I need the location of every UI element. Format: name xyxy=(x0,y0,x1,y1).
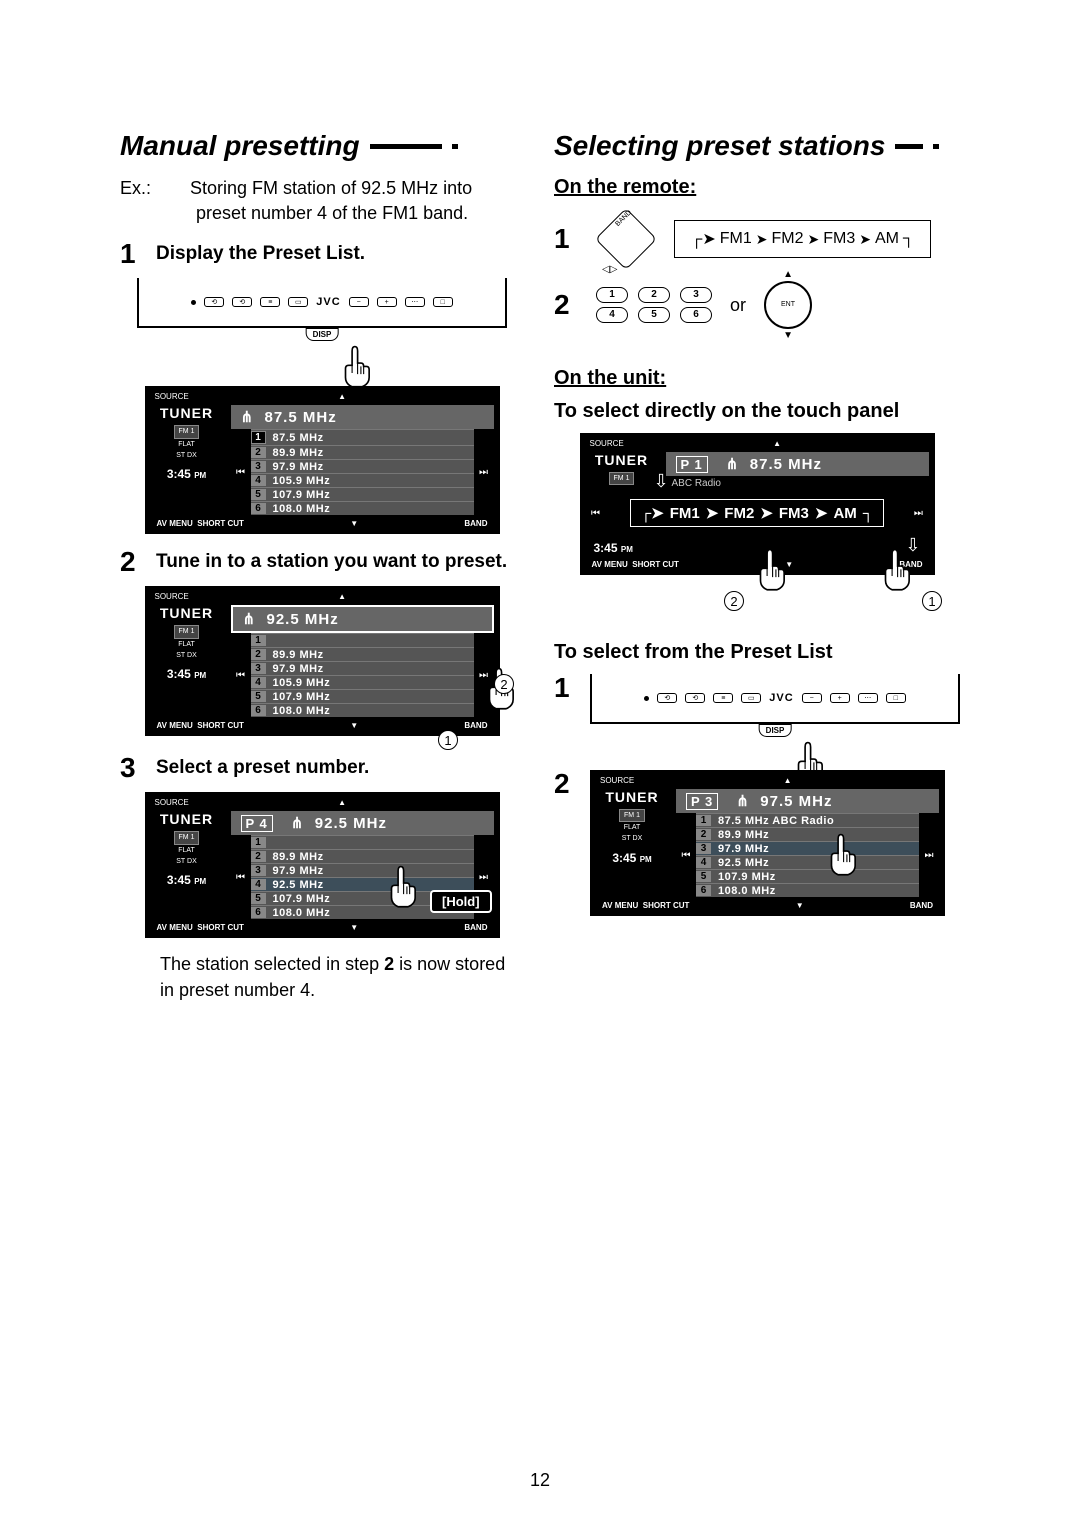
preset-row[interactable]: 289.9 MHz xyxy=(251,849,474,863)
touch-panel-heading: To select directly on the touch panel xyxy=(554,400,960,423)
faceplate-2: ⟲⟲≡▭ JVC −+⋯□ DISP xyxy=(590,674,960,724)
hold-indicator: [Hold] xyxy=(430,890,492,913)
page-number: 12 xyxy=(0,1470,1080,1491)
callout-2: 2 xyxy=(494,674,514,694)
preset-row[interactable]: 492.5 MHz xyxy=(251,877,474,891)
right-column: Selecting preset stations On the remote:… xyxy=(554,130,960,1003)
preset-row[interactable]: 6108.0 MHz xyxy=(696,883,919,897)
preset-row[interactable]: 6108.0 MHz xyxy=(251,703,474,717)
faceplate-outline: ⟲⟲≡▭ JVC −+⋯□ DISP xyxy=(137,278,507,328)
preset-row[interactable]: 289.9 MHz xyxy=(696,827,919,841)
preset-row[interactable]: 397.9 MHz xyxy=(251,661,474,675)
preset-row[interactable]: 289.9 MHz xyxy=(251,445,474,459)
tuner-touch-screen[interactable]: SOURCE▲ TUNER FM 1 P 1⋔87.5 MHz ABC Radi… xyxy=(580,433,935,575)
callout-2: 2 xyxy=(724,591,744,611)
step-2: 2 Tune in to a station you want to prese… xyxy=(120,548,524,576)
preset-row[interactable]: 1 xyxy=(251,633,474,647)
note-text: The station selected in step 2 is now st… xyxy=(160,952,524,1002)
remote-number-pad[interactable]: 1 2 3 4 5 6 xyxy=(596,287,712,323)
intro-text: Ex.:Storing FM station of 92.5 MHz into … xyxy=(158,176,524,226)
list-step-1: 1 xyxy=(554,674,578,724)
preset-row[interactable]: 5107.9 MHz xyxy=(251,487,474,501)
on-the-unit-heading: On the unit: xyxy=(554,367,960,390)
preset-row[interactable]: 4105.9 MHz xyxy=(251,473,474,487)
preset-row[interactable]: 1 xyxy=(251,835,474,849)
step-1: 1 Display the Preset List. xyxy=(120,240,524,268)
preset-row[interactable]: 5107.9 MHz xyxy=(251,689,474,703)
left-column: Manual presetting Ex.:Storing FM station… xyxy=(120,130,524,1003)
preset-row[interactable]: 4105.9 MHz xyxy=(251,675,474,689)
preset-row[interactable]: 289.9 MHz xyxy=(251,647,474,661)
callout-1: 1 xyxy=(438,730,458,750)
step-3: 3 Select a preset number. xyxy=(120,754,524,782)
preset-row[interactable]: 492.5 MHz xyxy=(696,855,919,869)
tuner-screen-4[interactable]: SOURCE▲ TUNER FM 1 FLAT ST DX 3:45 PM P … xyxy=(590,770,945,916)
remote-step-1: 1 xyxy=(554,225,578,253)
disp-button[interactable]: DISP xyxy=(759,724,792,737)
callout-1: 1 xyxy=(922,591,942,611)
disp-button[interactable]: DISP xyxy=(306,328,339,341)
selecting-preset-heading: Selecting preset stations xyxy=(554,130,960,162)
manual-presetting-heading: Manual presetting xyxy=(120,130,524,162)
preset-row[interactable]: 397.9 MHz xyxy=(696,841,919,855)
or-text: or xyxy=(730,295,746,316)
on-the-remote-heading: On the remote: xyxy=(554,176,960,199)
band-cycle: ┌➤FM1➤FM2➤FM3➤AM┐ xyxy=(674,220,931,258)
tuner-screen-2: SOURCE▲ TUNER FM 1 FLAT ST DX 3:45 PM ⋔9… xyxy=(145,586,500,736)
list-step-2: 2 xyxy=(554,770,578,916)
from-preset-list-heading: To select from the Preset List xyxy=(554,641,960,664)
preset-row[interactable]: 187.5 MHz ABC Radio xyxy=(696,813,919,827)
remote-band-button[interactable]: BAND ◁▷ xyxy=(596,209,656,269)
tuner-screen-1: SOURCE▲ TUNER FM 1 FLAT ST DX 3:45 PM ⋔8… xyxy=(145,386,500,534)
remote-ent-wheel[interactable]: ENT xyxy=(764,281,812,329)
remote-step-2: 2 xyxy=(554,291,578,319)
preset-row[interactable]: 187.5 MHz xyxy=(251,429,474,445)
preset-row[interactable]: 397.9 MHz xyxy=(251,459,474,473)
preset-row[interactable]: 5107.9 MHz xyxy=(696,869,919,883)
preset-row[interactable]: 397.9 MHz xyxy=(251,863,474,877)
tuner-screen-3: SOURCE▲ TUNER FM 1 FLAT ST DX 3:45 PM P … xyxy=(145,792,500,938)
preset-row[interactable]: 6108.0 MHz xyxy=(251,501,474,515)
